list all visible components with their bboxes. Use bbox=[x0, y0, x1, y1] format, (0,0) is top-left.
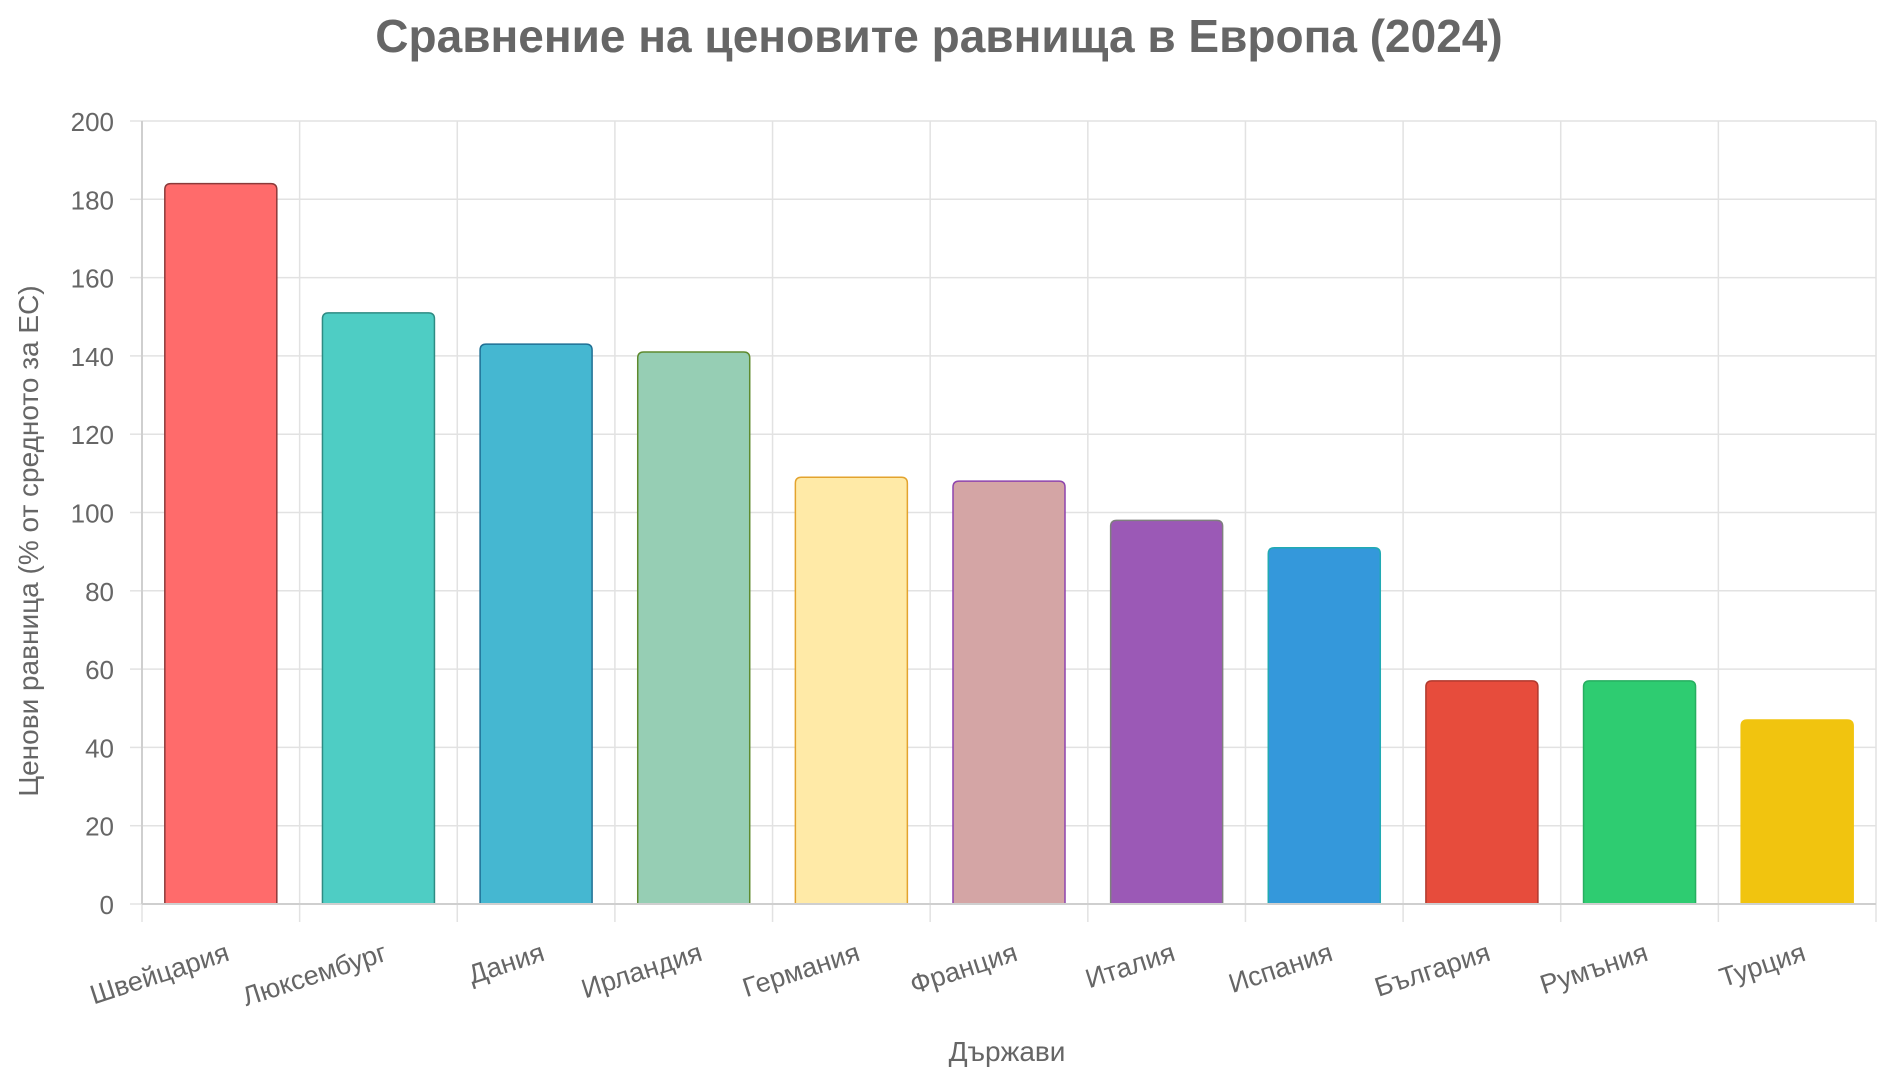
y-tick-label: 180 bbox=[71, 185, 114, 215]
bars-layer bbox=[164, 182, 1854, 905]
bar-5[interactable] bbox=[794, 476, 909, 905]
y-tick-label: 40 bbox=[85, 733, 114, 763]
x-tick-label: Италия bbox=[1082, 937, 1179, 994]
y-tick-label: 80 bbox=[85, 577, 114, 607]
bar-2[interactable] bbox=[321, 312, 436, 905]
x-tick-label: Испания bbox=[1225, 937, 1336, 999]
bar-4[interactable] bbox=[636, 351, 751, 905]
x-tick-label: Швейцария bbox=[86, 937, 232, 1010]
y-axis-title: Ценови равница (% от средното за ЕС) bbox=[13, 285, 44, 796]
bar-1[interactable] bbox=[164, 182, 278, 905]
bar-7[interactable] bbox=[1109, 519, 1224, 905]
x-tick-label: Румъния bbox=[1536, 937, 1651, 1000]
bar-8[interactable] bbox=[1267, 546, 1382, 905]
x-tick-label: Люксембург bbox=[239, 937, 391, 1012]
bar-6[interactable] bbox=[952, 480, 1066, 905]
y-tick-label: 160 bbox=[71, 264, 114, 294]
y-tick-label: 0 bbox=[100, 890, 114, 920]
y-tick-label: 20 bbox=[85, 812, 114, 842]
y-tick-label: 120 bbox=[71, 420, 114, 450]
x-tick-label: Турция bbox=[1716, 937, 1809, 993]
chart-title: Сравнение на ценовите равнища в Европа (… bbox=[375, 10, 1502, 62]
y-tick-label: 200 bbox=[71, 107, 114, 137]
x-axis-title: Държави bbox=[949, 1036, 1066, 1067]
x-tick-label: Германия bbox=[739, 937, 863, 1003]
x-tick-label: Ирландия bbox=[578, 937, 706, 1004]
y-tick-label: 100 bbox=[71, 499, 114, 529]
bar-10[interactable] bbox=[1582, 680, 1697, 905]
x-tick-label: Дания bbox=[465, 937, 548, 990]
x-tick-label: България bbox=[1371, 937, 1494, 1002]
bar-11[interactable] bbox=[1740, 719, 1854, 905]
y-tick-label: 60 bbox=[85, 655, 114, 685]
y-tick-label: 140 bbox=[71, 342, 114, 372]
bar-9[interactable] bbox=[1425, 680, 1539, 905]
x-tick-label: Франция bbox=[906, 937, 1020, 1000]
bar-3[interactable] bbox=[479, 343, 593, 905]
